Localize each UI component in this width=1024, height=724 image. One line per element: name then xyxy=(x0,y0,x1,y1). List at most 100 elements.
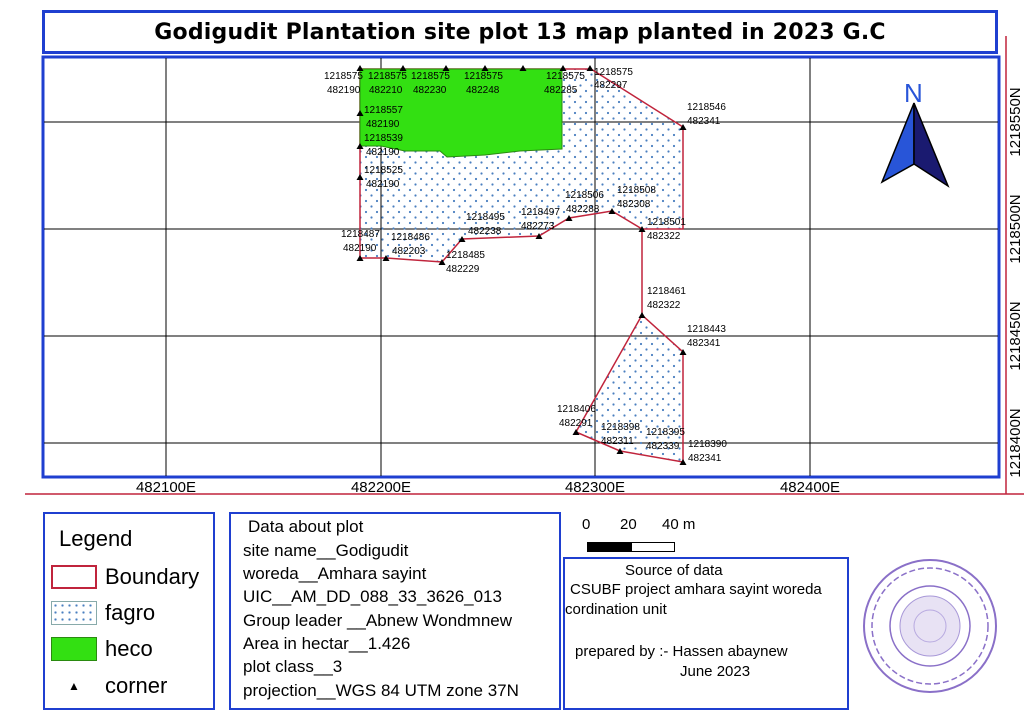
corner-label-n: 1218525 xyxy=(364,165,403,176)
corner-label-e: 482238 xyxy=(468,226,502,237)
corner-labels: 1218575 482190 1218575 482210 1218575 48… xyxy=(324,67,727,464)
corner-label-e: 482341 xyxy=(688,453,722,464)
corner-marker xyxy=(572,429,580,435)
corner-marker xyxy=(356,65,364,71)
corner-label-n: 1218485 xyxy=(446,250,485,261)
northing-label: 1218550N xyxy=(1007,87,1024,156)
corner-label-e: 482229 xyxy=(446,264,480,275)
corner-marker xyxy=(438,259,446,265)
corner-marker xyxy=(559,65,567,71)
northing-label: 1218450N xyxy=(1007,301,1024,370)
corner-label-n: 1218546 xyxy=(687,102,726,113)
northing-label: 1218400N xyxy=(1007,408,1024,477)
stamp-outer-ring xyxy=(863,559,997,693)
corner-label-n: 1218575 xyxy=(411,71,450,82)
legend-label: Boundary xyxy=(105,564,200,589)
legend-title: Legend xyxy=(59,526,133,551)
source-panel: Source of data CSUBF project amhara sayi… xyxy=(563,557,849,710)
corner-label-n: 1218575 xyxy=(324,71,363,82)
map-title-box: Godigudit Plantation site plot 13 map pl… xyxy=(42,10,998,54)
source-line: CSUBF project amhara sayint woreda xyxy=(570,581,822,598)
scale-bar: 0 20 40 m xyxy=(580,516,730,556)
corner-marker xyxy=(399,65,407,71)
corner-label-e: 482341 xyxy=(687,116,721,127)
plot-info-line: site name__Godigudit xyxy=(243,541,409,560)
corner-label-n: 1218395 xyxy=(646,427,685,438)
plot-boundary-fagro xyxy=(359,68,684,463)
legend-item-boundary: Boundary xyxy=(51,564,199,590)
scale-segment-light xyxy=(631,542,675,552)
corner-marker xyxy=(608,208,616,214)
corner-label-n: 1218487 xyxy=(341,229,380,240)
corner-marker xyxy=(458,236,466,242)
corner-label-e: 482311 xyxy=(601,436,634,447)
plot-info-line: UIC__AM_DD_088_33_3626_013 xyxy=(243,587,502,606)
easting-labels: 482100E 482200E 482300E 482400E xyxy=(136,479,840,496)
north-label: N xyxy=(904,78,923,108)
corner-marker xyxy=(356,174,364,180)
scale-label-0: 0 xyxy=(582,516,591,533)
corner-label-e: 482248 xyxy=(466,85,500,96)
corner-label-n: 1218501 xyxy=(647,217,686,228)
legend-item-heco: heco xyxy=(51,636,153,662)
corner-marker xyxy=(638,226,646,232)
map-title: Godigudit Plantation site plot 13 map pl… xyxy=(154,19,886,45)
north-arrow-right-half xyxy=(913,102,950,188)
corner-marker xyxy=(638,312,646,318)
northing-labels: 1218550N 1218500N 1218450N 1218400N xyxy=(1007,87,1024,477)
corner-label-e: 482210 xyxy=(369,85,403,96)
triangle-icon: ▲ xyxy=(68,679,80,693)
prepared-date: June 2023 xyxy=(680,663,751,680)
corner-marker xyxy=(679,124,687,130)
easting-label: 482300E xyxy=(565,479,625,496)
legend-label: fagro xyxy=(105,600,156,625)
corner-marker xyxy=(519,65,527,71)
corner-marker xyxy=(679,459,687,465)
corner-marker xyxy=(356,143,364,149)
corner-label-e: 482190 xyxy=(366,119,400,130)
corner-label-n: 1218575 xyxy=(368,71,407,82)
map-frame xyxy=(41,55,1001,479)
corner-label-n: 1218575 xyxy=(594,67,633,78)
corner-marker xyxy=(356,110,364,116)
plot-info-line: projection__WGS 84 UTM zone 37N xyxy=(243,681,519,700)
source-line: cordination unit xyxy=(565,601,667,618)
corner-label-e: 482230 xyxy=(413,85,447,96)
plot-info-line: woreda__Amhara sayint xyxy=(243,564,427,583)
corner-label-n: 1218508 xyxy=(617,185,656,196)
heco-area xyxy=(359,68,563,158)
corner-label-n: 1218575 xyxy=(464,71,503,82)
corner-label-e: 482190 xyxy=(366,179,400,190)
corner-label-e: 482339 xyxy=(646,441,680,452)
easting-label: 482400E xyxy=(780,479,840,496)
corner-label-e: 482203 xyxy=(392,246,426,257)
corner-label-n: 1218539 xyxy=(364,133,403,144)
legend-item-fagro: fagro xyxy=(51,600,155,626)
stamp-core xyxy=(913,609,947,643)
stamp-center xyxy=(899,595,961,657)
legend-item-corner: ▲ corner xyxy=(51,673,167,699)
corner-label-e: 482285 xyxy=(544,85,578,96)
corner-label-n: 1218575 xyxy=(546,71,585,82)
corner-label-e: 482288 xyxy=(566,204,600,215)
corner-label-n: 1218443 xyxy=(687,324,726,335)
legend-label: heco xyxy=(105,636,153,661)
legend-label: corner xyxy=(105,673,168,698)
corner-label-n: 1218406 xyxy=(557,404,596,415)
plot-info-line: plot class__3 xyxy=(243,657,343,676)
corner-label-n: 1218506 xyxy=(565,190,604,201)
corner-label-n: 1218461 xyxy=(647,286,686,297)
plot-info-panel: Data about plot site name__Godigudit wor… xyxy=(229,512,561,710)
prepared-by: prepared by :- Hassen abaynew xyxy=(575,643,788,660)
corner-label-e: 482190 xyxy=(327,85,361,96)
stamp-inner-ring xyxy=(889,585,971,667)
corner-label-e: 482322 xyxy=(647,231,681,242)
corner-label-e: 482273 xyxy=(521,221,555,232)
heco-swatch xyxy=(51,637,97,661)
corner-marker xyxy=(442,65,450,71)
corner-marker xyxy=(382,255,390,261)
boundary-swatch xyxy=(51,565,97,589)
stamp-text-ring xyxy=(871,567,989,685)
corner-markers xyxy=(356,65,687,465)
